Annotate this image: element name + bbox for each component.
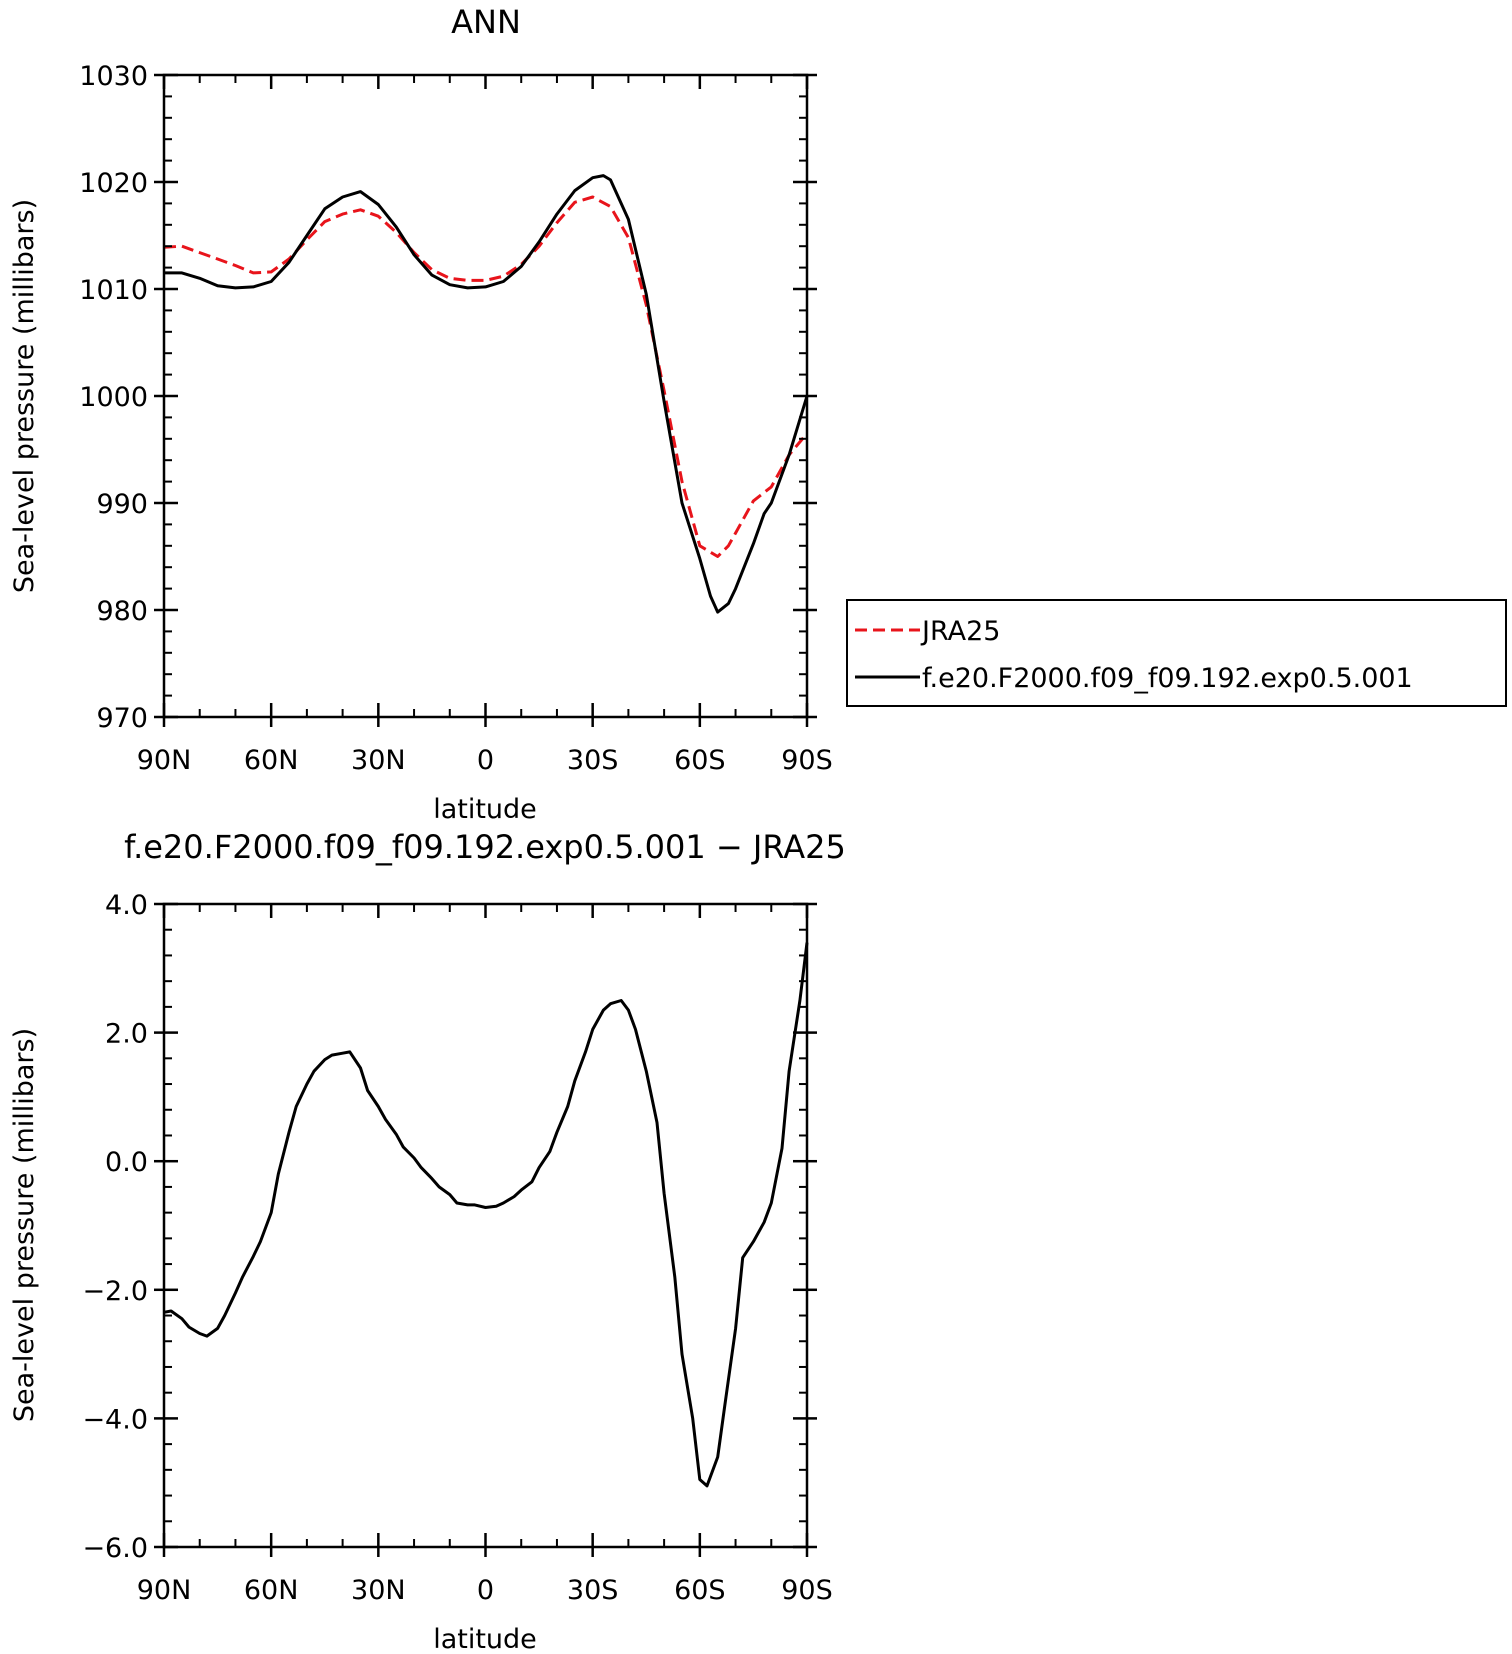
- chart-top: ANN 90N 60N 30N 0 30S 60S 90S 970 980 990 1000 1010…: [9, 3, 1507, 825]
- bottom-y-tick-label: 2.0: [105, 1019, 148, 1050]
- bottom-x-tick-label: 30S: [567, 1575, 619, 1606]
- top-x-tick-label: 90S: [781, 745, 833, 776]
- bottom-plot-frame: [162, 902, 809, 1549]
- bottom-y-axis-label: Sea-level pressure (millibars): [9, 1028, 40, 1422]
- bottom-x-tick-label: 90S: [781, 1575, 833, 1606]
- top-series-line-0: [163, 195, 809, 558]
- top-y-axis-label: Sea-level pressure (millibars): [9, 199, 40, 593]
- bottom-y-tick-label: −2.0: [82, 1276, 148, 1307]
- top-y-tick-label: 1030: [79, 61, 148, 92]
- top-chart-title: ANN: [451, 3, 521, 41]
- top-legend: JRA25 f.e20.F2000.f09_f09.192.exp0.5.001: [846, 599, 1507, 707]
- bottom-x-tick-label: 0: [477, 1575, 494, 1606]
- bottom-y-tick-label: −6.0: [82, 1533, 148, 1564]
- bottom-series-line-0: [163, 942, 809, 1488]
- top-axes: 90N 60N 30N 0 30S 60S 90S 970 980 990 1000 1010 1020…: [79, 61, 832, 776]
- top-x-tick-label: 0: [477, 745, 494, 776]
- top-series-line-1: [164, 174, 809, 614]
- top-x-tick-label: 60S: [674, 745, 726, 776]
- top-x-tick-label: 60N: [244, 745, 299, 776]
- top-y-tick-label: 970: [96, 703, 148, 734]
- bottom-x-axis-label: latitude: [433, 1624, 537, 1654]
- bottom-y-tick-label: −4.0: [82, 1404, 148, 1435]
- top-plot-frame: [162, 73, 809, 719]
- top-x-axis-label: latitude: [433, 794, 537, 825]
- top-y-tick-label: 1010: [79, 275, 148, 306]
- bottom-x-tick-label: 30N: [351, 1575, 406, 1606]
- top-series-group: [163, 174, 809, 614]
- bottom-x-tick-label: 90N: [137, 1575, 192, 1606]
- bottom-y-tick-label: 0.0: [105, 1147, 148, 1178]
- bottom-y-tick-label: 4.0: [105, 890, 148, 921]
- top-y-tick-label: 990: [96, 489, 148, 520]
- top-x-tick-label: 30S: [567, 745, 619, 776]
- bottom-x-tick-label: 60N: [244, 1575, 299, 1606]
- top-x-tick-label: 90N: [137, 745, 192, 776]
- top-y-tick-label: 980: [96, 596, 148, 627]
- legend-box: [846, 599, 1507, 707]
- bottom-x-tick-label: 60S: [674, 1575, 726, 1606]
- bottom-axes: 90N 60N 30N 0 30S 60S 90S −6.0 −4.0 −2.0 0.0 2.0 4.0: [82, 890, 832, 1606]
- chart-bottom: f.e20.F2000.f09_f09.192.exp0.5.001 − JRA…: [9, 828, 846, 1654]
- legend-label-jra25: JRA25: [920, 616, 1000, 647]
- bottom-chart-title: f.e20.F2000.f09_f09.192.exp0.5.001 − JRA…: [124, 828, 846, 866]
- legend-label-model: f.e20.F2000.f09_f09.192.exp0.5.001: [922, 663, 1413, 694]
- top-y-tick-label: 1000: [79, 382, 148, 413]
- bottom-series-group: [163, 942, 809, 1488]
- top-y-tick-label: 1020: [79, 168, 148, 199]
- top-x-tick-label: 30N: [351, 745, 406, 776]
